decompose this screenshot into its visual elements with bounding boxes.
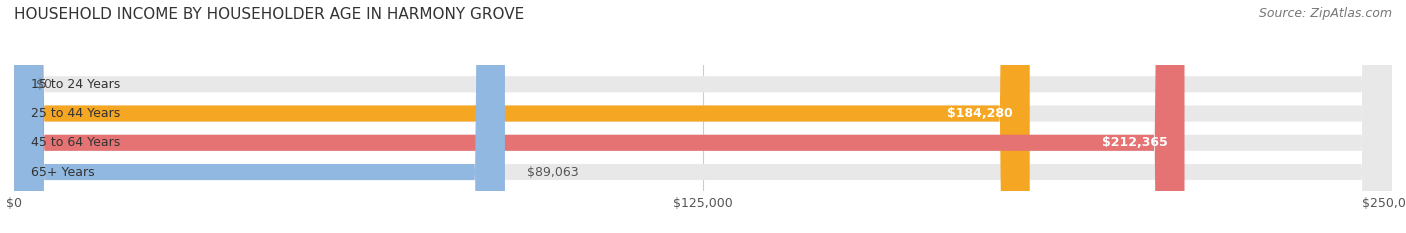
Text: $89,063: $89,063	[527, 165, 579, 178]
FancyBboxPatch shape	[14, 0, 1392, 233]
FancyBboxPatch shape	[14, 0, 1392, 233]
Text: 45 to 64 Years: 45 to 64 Years	[31, 136, 120, 149]
FancyBboxPatch shape	[14, 0, 1029, 233]
FancyBboxPatch shape	[14, 0, 1392, 233]
Text: $0: $0	[37, 78, 52, 91]
FancyBboxPatch shape	[14, 0, 1392, 233]
FancyBboxPatch shape	[14, 0, 505, 233]
Text: 15 to 24 Years: 15 to 24 Years	[31, 78, 120, 91]
Text: 25 to 44 Years: 25 to 44 Years	[31, 107, 120, 120]
Text: HOUSEHOLD INCOME BY HOUSEHOLDER AGE IN HARMONY GROVE: HOUSEHOLD INCOME BY HOUSEHOLDER AGE IN H…	[14, 7, 524, 22]
Text: 65+ Years: 65+ Years	[31, 165, 94, 178]
Text: $212,365: $212,365	[1102, 136, 1168, 149]
Text: $184,280: $184,280	[948, 107, 1014, 120]
FancyBboxPatch shape	[14, 0, 1184, 233]
Text: Source: ZipAtlas.com: Source: ZipAtlas.com	[1258, 7, 1392, 20]
